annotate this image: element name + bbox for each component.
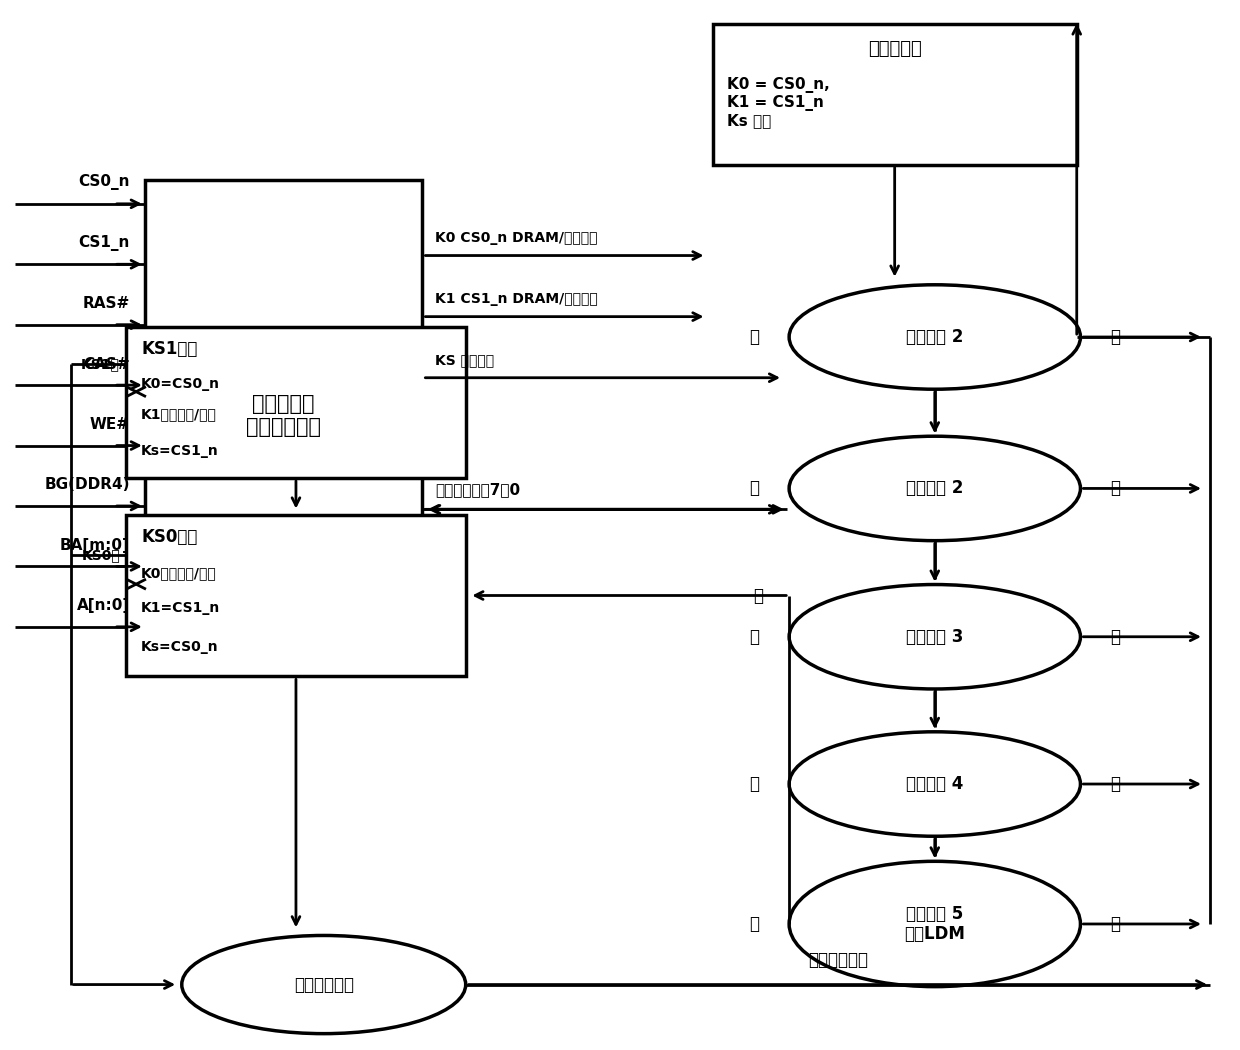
- Text: Ks=CS0_n: Ks=CS0_n: [141, 640, 218, 654]
- Text: 是: 是: [749, 480, 760, 498]
- Bar: [713, 24, 1076, 165]
- Text: KS1态: KS1态: [81, 357, 120, 372]
- Bar: [126, 327, 466, 478]
- Text: 跟踪状态 2: 跟踪状态 2: [906, 328, 963, 347]
- Text: 系统初始化: 系统初始化: [868, 40, 921, 58]
- Text: 控制器命令
状态跟踪逻辑: 控制器命令 状态跟踪逻辑: [246, 394, 321, 437]
- Text: 否: 否: [1110, 915, 1120, 933]
- Text: 是: 是: [749, 915, 760, 933]
- Text: 是: 是: [753, 587, 764, 605]
- Text: 跟踪状态 3: 跟踪状态 3: [906, 628, 963, 646]
- Text: 是: 是: [749, 628, 760, 646]
- Text: 否: 否: [1110, 628, 1120, 646]
- Text: 辅助通道命令: 辅助通道命令: [294, 975, 353, 993]
- Text: K0=CS0_n: K0=CS0_n: [141, 377, 219, 391]
- Text: BA[m:0]: BA[m:0]: [60, 538, 130, 553]
- Ellipse shape: [789, 861, 1080, 987]
- Text: 是: 是: [749, 328, 760, 347]
- Text: K0 = CS0_n,
K1 = CS1_n
Ks 关断: K0 = CS0_n, K1 = CS1_n Ks 关断: [728, 77, 830, 128]
- Text: KS0态: KS0态: [82, 548, 120, 562]
- Ellipse shape: [789, 285, 1080, 390]
- Bar: [145, 181, 423, 650]
- Text: K1=CS1_n: K1=CS1_n: [141, 602, 221, 615]
- Text: RAS#: RAS#: [83, 296, 130, 311]
- Text: A[n:0]: A[n:0]: [77, 598, 130, 613]
- Text: WE#: WE#: [91, 417, 130, 432]
- Text: CS0_n: CS0_n: [78, 174, 130, 190]
- Text: K1 CS1_n DRAM/闪存选择: K1 CS1_n DRAM/闪存选择: [435, 292, 598, 307]
- Text: 恢复初始状态: 恢复初始状态: [808, 951, 868, 969]
- Bar: [126, 514, 466, 676]
- Text: 跟踪状态 2: 跟踪状态 2: [906, 480, 963, 498]
- Text: KS1状态: KS1状态: [141, 340, 197, 358]
- Text: K1连控制器/闪存: K1连控制器/闪存: [141, 407, 217, 421]
- Ellipse shape: [789, 585, 1080, 689]
- Text: 跟踪状态 5
恢复LDM: 跟踪状态 5 恢复LDM: [904, 905, 965, 943]
- Text: 辅助通道数据7：0: 辅助通道数据7：0: [435, 482, 520, 497]
- Text: KS0状态: KS0状态: [141, 528, 197, 546]
- Text: BG(DDR4): BG(DDR4): [45, 478, 130, 492]
- Text: 否: 否: [1110, 480, 1120, 498]
- Ellipse shape: [182, 936, 466, 1033]
- Text: 是: 是: [749, 775, 760, 793]
- Text: Ks=CS1_n: Ks=CS1_n: [141, 444, 218, 458]
- Text: 否: 否: [1110, 775, 1120, 793]
- Ellipse shape: [789, 436, 1080, 541]
- Text: CS1_n: CS1_n: [78, 235, 130, 251]
- Text: K0连控制器/闪存: K0连控制器/闪存: [141, 566, 217, 580]
- Text: 跟踪状态 4: 跟踪状态 4: [906, 775, 963, 793]
- Text: 否: 否: [1110, 328, 1120, 347]
- Text: CAS#: CAS#: [83, 357, 130, 372]
- Text: K0 CS0_n DRAM/闪存选择: K0 CS0_n DRAM/闪存选择: [435, 231, 598, 245]
- Ellipse shape: [789, 732, 1080, 836]
- Text: KS 连接控制: KS 连接控制: [435, 353, 494, 367]
